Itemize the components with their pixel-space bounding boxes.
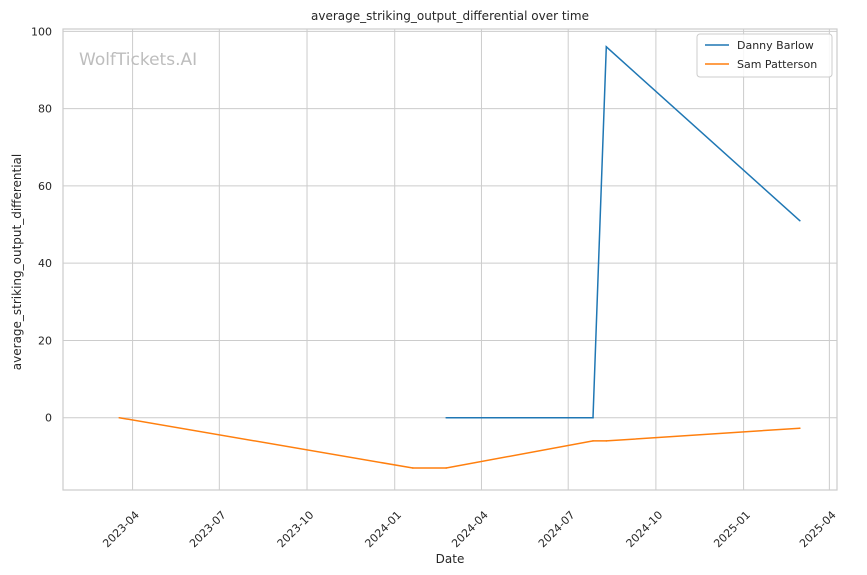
- series-1-point-3: [592, 440, 594, 442]
- y-tick-label-4: 80: [38, 103, 52, 116]
- legend-label-0: Danny Barlow: [737, 39, 814, 52]
- y-tick-label-0: 0: [45, 412, 52, 425]
- chart-title: average_striking_output_differential ove…: [311, 9, 589, 23]
- axes-frame: [62, 28, 838, 491]
- x-axis-label: Date: [436, 552, 465, 566]
- y-tick-label-1: 20: [38, 334, 52, 347]
- series-0-point-3: [799, 219, 801, 222]
- series-1-point-2: [445, 467, 447, 469]
- series-0-point-2: [605, 45, 608, 48]
- series-1-point-4: [605, 440, 608, 442]
- series-0-point-1: [592, 416, 594, 419]
- series-0-point-0: [445, 416, 447, 419]
- series-1-point-5: [799, 427, 801, 429]
- y-axis-label: average_striking_output_differential: [10, 154, 24, 370]
- y-tick-label-5: 100: [31, 25, 52, 38]
- series-line-0: [446, 45, 801, 419]
- watermark: WolfTickets.AI: [79, 50, 197, 70]
- legend: Danny Barlow Sam Patterson: [696, 33, 833, 78]
- y-tick-label-3: 60: [38, 180, 52, 193]
- legend-box: [696, 33, 833, 78]
- legend-label-1: Sam Patterson: [737, 58, 817, 71]
- series-line-1: [119, 416, 800, 469]
- series-1-point-1: [412, 467, 414, 469]
- y-tick-label-2: 40: [38, 257, 52, 270]
- series-1-point-0: [118, 416, 121, 419]
